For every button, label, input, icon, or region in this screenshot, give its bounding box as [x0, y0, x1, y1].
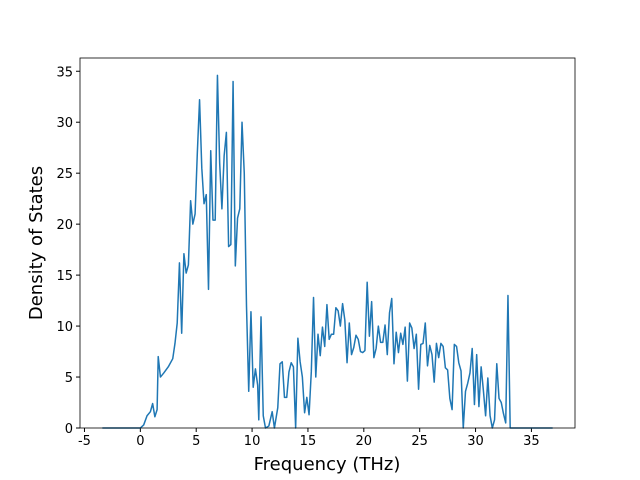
- x-tick-label: 25: [411, 434, 428, 449]
- x-tick-label: 30: [467, 434, 484, 449]
- y-tick-label: 10: [56, 320, 73, 335]
- y-tick-label: 0: [65, 422, 73, 437]
- y-tick-label: 25: [56, 167, 73, 182]
- x-tick-label: 15: [300, 434, 317, 449]
- y-tick-label: 30: [56, 116, 73, 131]
- x-tick-label: 35: [523, 434, 540, 449]
- y-tick-label: 5: [65, 371, 73, 386]
- y-tick-label: 15: [56, 269, 73, 284]
- y-axis-label: Density of States: [26, 166, 47, 320]
- y-tick-label: 20: [56, 218, 73, 233]
- x-axis-label: Frequency (THz): [254, 454, 401, 475]
- plot-frame: [79, 57, 576, 429]
- x-tick-label: 20: [356, 434, 373, 449]
- x-tick-label: 5: [192, 434, 200, 449]
- y-tick-label: 35: [56, 65, 73, 80]
- x-tick-label: -5: [78, 434, 91, 449]
- x-tick-label: 10: [244, 434, 261, 449]
- x-tick-label: 0: [136, 434, 144, 449]
- series-line: [102, 74, 553, 429]
